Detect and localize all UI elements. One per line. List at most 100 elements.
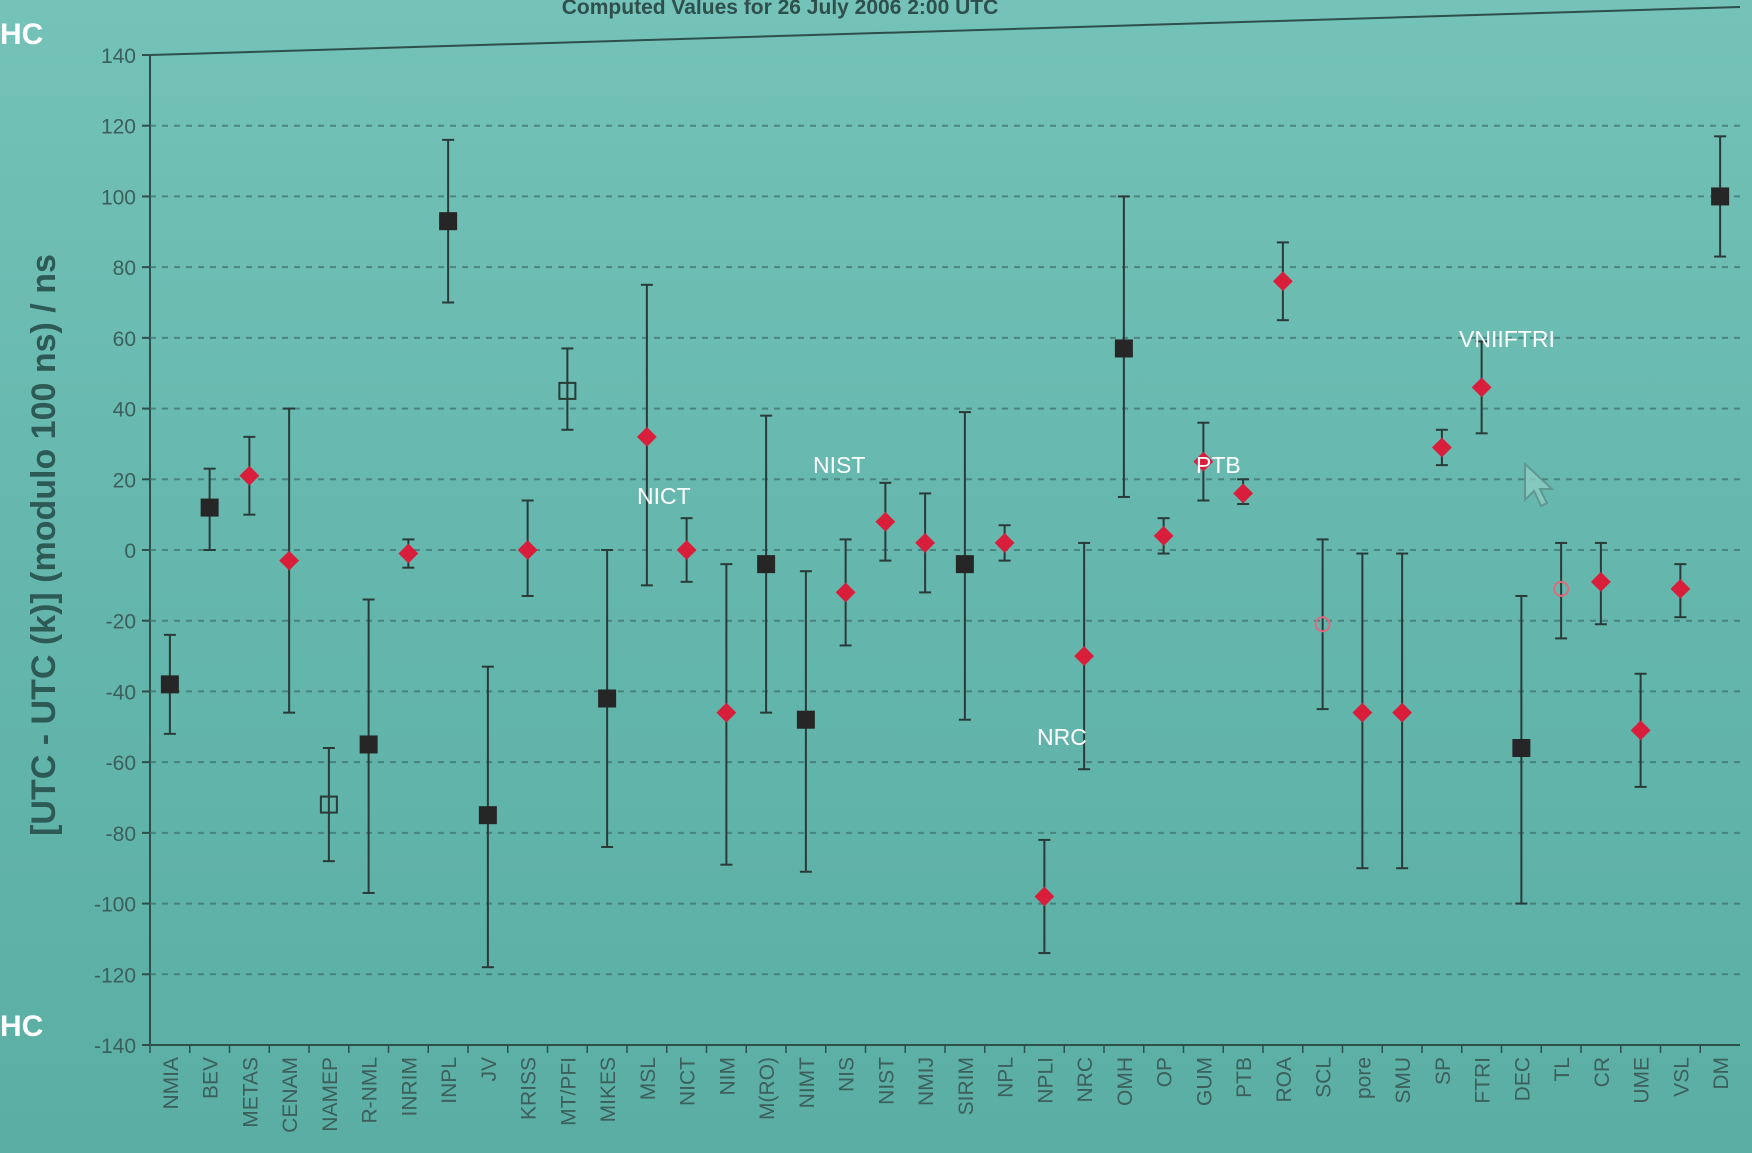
x-tick-label: ROA [1273, 1057, 1296, 1103]
x-tick-label: NIM [716, 1057, 739, 1096]
x-tick-label: GUM [1193, 1057, 1216, 1106]
data-point-square [955, 555, 974, 574]
y-tick-label: 0 [124, 540, 136, 563]
data-point-diamond [1233, 483, 1254, 504]
data-point-diamond [398, 543, 419, 564]
x-tick-label: METAS [239, 1057, 262, 1128]
data-point-open-square [558, 381, 577, 400]
plot-frame [149, 6, 1741, 1046]
x-tick-label: NMIJ [915, 1057, 938, 1106]
side-mark-bottom: HC [0, 1010, 44, 1043]
data-point-diamond [1392, 702, 1413, 723]
data-point-diamond [1352, 702, 1373, 723]
x-tick-label: SMU [1392, 1057, 1415, 1104]
x-tick-label: SP [1432, 1057, 1455, 1085]
x-tick-label: TL [1551, 1057, 1574, 1082]
x-tick-label: CENAM [279, 1057, 302, 1133]
y-axis-label: [UTC - UTC (k)] (modulo 100 ns) / ns [25, 254, 63, 836]
y-tick-label: 80 [113, 257, 136, 280]
x-tick-label: SIRIM [955, 1057, 978, 1115]
y-tick-label: -140 [94, 1035, 136, 1058]
y-tick-labels: 140 120 100 80 60 40 20 0 -20 -40 -60 -80 -100 -120 -1… [94, 45, 150, 1058]
data-point-diamond [517, 540, 538, 560]
data-point-square [200, 498, 219, 517]
x-tick-label: NIST [875, 1057, 898, 1105]
x-tick-label: OMH [1114, 1057, 1137, 1106]
x-tick-label: VSL [1670, 1057, 1693, 1097]
x-tick-label: NAMEP [319, 1057, 342, 1132]
y-tick-label: -120 [94, 964, 136, 987]
data-point-square [359, 735, 378, 754]
y-tick-label: -100 [94, 894, 136, 917]
data-point-diamond [915, 533, 936, 553]
x-tick-label: SCL [1313, 1057, 1336, 1098]
y-tick-label: 60 [113, 328, 136, 351]
data-point-square [757, 555, 776, 574]
data-point-diamond [636, 426, 657, 447]
y-tick-label: 100 [101, 186, 136, 209]
data-point-diamond [835, 582, 856, 603]
x-tick-label: pore [1352, 1057, 1375, 1099]
data-point-diamond [1074, 646, 1095, 666]
y-tick-label: -20 [106, 611, 136, 634]
x-tick-label: KRISS [518, 1057, 541, 1120]
data-point-square [1512, 739, 1531, 757]
x-tick-label: DM [1710, 1057, 1733, 1090]
mouse-pointer-icon [1524, 462, 1555, 508]
data-point-square [598, 689, 617, 708]
side-mark-top: HC [0, 18, 44, 51]
data-point-square [1711, 187, 1730, 206]
data-markers [160, 187, 1730, 907]
x-tick-label: JV [478, 1057, 501, 1082]
x-tick-label: NPL [995, 1057, 1018, 1098]
data-point-diamond [875, 511, 896, 532]
data-point-diamond [1630, 720, 1651, 741]
data-point-diamond [239, 465, 260, 486]
data-point-diamond [279, 550, 300, 571]
x-tick-label: M(RO) [756, 1057, 779, 1120]
y-tick-label: 120 [101, 116, 136, 139]
x-tick-label: INPL [438, 1057, 461, 1104]
x-tick-label: PTB [1233, 1057, 1256, 1098]
x-tick-label: UME [1631, 1057, 1654, 1104]
x-tick-label: NMIA [160, 1057, 183, 1110]
x-tick-label: DEC [1511, 1057, 1534, 1101]
data-point-diamond [676, 540, 697, 560]
x-tick-label: NIS [836, 1057, 859, 1092]
y-tick-label: 40 [113, 399, 136, 422]
x-tick-label: NICT [677, 1057, 700, 1106]
x-tick-label: MIKES [597, 1057, 620, 1122]
chart-title: Computed Values for 26 July 2006 2:00 UT… [562, 0, 999, 19]
data-point-diamond [1272, 271, 1293, 292]
x-tick-label: BEV [200, 1057, 223, 1099]
data-point-diamond [1431, 437, 1452, 458]
data-point-square [160, 675, 179, 694]
x-tick-label: NIMT [796, 1057, 819, 1108]
x-tick-label: NPLI [1034, 1057, 1057, 1104]
y-tick-label: -40 [106, 681, 136, 704]
data-point-open-square [319, 795, 338, 814]
y-tick-label: -80 [106, 823, 136, 846]
x-tick-label: R-NML [359, 1057, 382, 1124]
data-point-diamond [1153, 525, 1174, 546]
data-point-open-circle [1553, 580, 1570, 597]
y-tick-label: -60 [106, 752, 136, 775]
x-tick-label: INRIM [398, 1057, 421, 1117]
x-tick-label: MSL [637, 1057, 660, 1100]
annotation-nist: NIST [813, 452, 866, 478]
data-point-diamond [994, 533, 1015, 553]
data-point-diamond [1471, 377, 1492, 398]
data-point-diamond [1034, 886, 1055, 907]
data-point-diamond [1193, 451, 1214, 472]
error-bars [163, 135, 1727, 969]
x-tick-label: CR [1591, 1057, 1614, 1087]
data-point-square [796, 710, 815, 729]
annotation-nict: NICT [637, 483, 691, 509]
x-tick-labels: NMIA BEV METAS CENAM NAMEP R-NML INRIM INPL JV KR… [149, 1045, 1733, 1133]
annotation-ptb: PTB [1196, 452, 1241, 478]
y-tick-label: 140 [101, 45, 136, 68]
plot-top-border [149, 6, 1741, 56]
data-point-square [439, 212, 458, 231]
